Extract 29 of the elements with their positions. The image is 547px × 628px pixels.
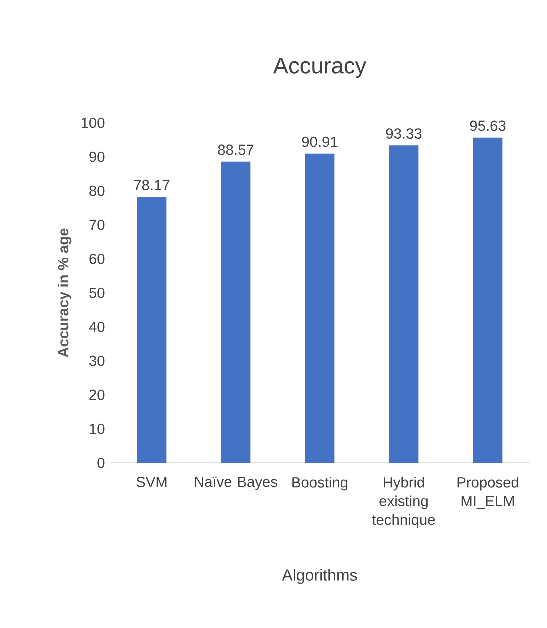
y-tick-label: 100 (82, 118, 105, 128)
y-tick-label: 40 (89, 322, 105, 332)
x-tick-label: Proposed MI_ELM (458, 477, 518, 510)
data-label: 90.91 (302, 136, 338, 148)
y-tick-label: 0 (98, 458, 105, 468)
chart-title: Accuracy (273, 58, 367, 78)
data-label: 78.17 (134, 180, 170, 191)
x-tick-label: Hybrid existing technique (372, 477, 436, 528)
bar (137, 197, 167, 463)
y-tick-label: 10 (90, 424, 105, 434)
x-tick-label: Boosting (292, 477, 348, 491)
bar (473, 138, 503, 463)
x-axis-title: Algorithms (282, 569, 358, 584)
y-tick-label: 60 (90, 254, 105, 264)
y-tick-label: 70 (90, 220, 105, 230)
x-tick-label: SVM (136, 477, 167, 488)
bar (389, 146, 419, 463)
x-tick-label: Naïve Bayes (195, 477, 278, 490)
bar (305, 154, 335, 463)
y-axis-title: Accuracy in % age (58, 228, 72, 358)
y-tick-label: 80 (90, 186, 105, 196)
data-label: 88.57 (218, 144, 254, 156)
y-tick-label: 20 (90, 390, 105, 400)
data-label: 95.63 (470, 120, 506, 132)
data-label: 93.33 (386, 128, 422, 139)
y-tick-label: 50 (90, 288, 105, 298)
y-tick-label: 30 (90, 356, 105, 366)
y-tick-label: 90 (90, 152, 105, 162)
bar (221, 162, 251, 463)
